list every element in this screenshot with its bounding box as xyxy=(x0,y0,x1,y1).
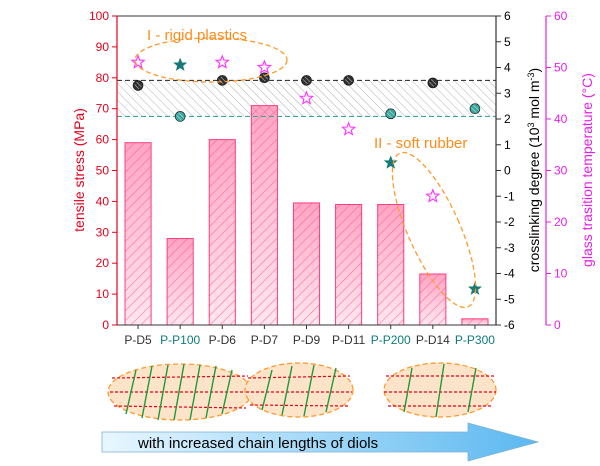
bar-hatch xyxy=(419,273,447,326)
crosslinking-ppg-point-P-P200 xyxy=(385,108,397,120)
left-tick-label: 50 xyxy=(96,164,110,178)
bar-hatch xyxy=(250,105,278,326)
left-tick-label: 70 xyxy=(96,102,110,116)
right1-tick-label: 0 xyxy=(504,164,511,178)
right1-tick-label: -5 xyxy=(504,292,515,306)
x-tick-label-P-P100: P-P100 xyxy=(160,333,200,347)
network-schematic-2 xyxy=(244,362,354,418)
right1-axis-title: crosslinking degree (103 mol m-3) xyxy=(526,68,542,272)
tg-point-P-D11 xyxy=(340,121,357,136)
bar-P-D7 xyxy=(250,105,278,326)
bar-hatch xyxy=(166,237,194,326)
bar-hatch xyxy=(335,203,363,326)
crosslinking-point-P-D11 xyxy=(343,75,354,86)
left-axis-title: tensile stress (MPa) xyxy=(71,108,87,232)
x-tick-label-P-D14: P-D14 xyxy=(416,333,450,347)
x-tick-label-P-D6: P-D6 xyxy=(209,333,237,347)
right2-tick-label: 50 xyxy=(554,61,568,75)
tg-point-P-D6 xyxy=(214,54,230,69)
right1-tick-label: 4 xyxy=(504,61,511,75)
right1-tick-label: 2 xyxy=(504,112,511,126)
tg-point-P-D9 xyxy=(298,90,315,105)
right2-axis-title: glass trasition temperature (°C) xyxy=(579,73,595,267)
x-tick-label-P-D5: P-D5 xyxy=(124,333,152,347)
right1-tick-label: -3 xyxy=(504,241,515,255)
right2-tick-label: 20 xyxy=(554,215,568,229)
tg-point-P-D14 xyxy=(425,188,441,203)
bar-hatch xyxy=(461,318,489,326)
right1-tick-label: 3 xyxy=(504,86,511,100)
right1-tick-label: -6 xyxy=(504,318,515,332)
right1-tick-label: -2 xyxy=(504,215,515,229)
bar-hatch xyxy=(124,142,152,326)
left-tick-label: 100 xyxy=(89,9,109,23)
right2-tick-label: 0 xyxy=(554,318,561,332)
bar-P-D9 xyxy=(292,202,321,326)
right1-tick-label: 1 xyxy=(504,138,511,152)
bar-P-D6 xyxy=(208,139,236,326)
right1-tick-label: -1 xyxy=(504,189,515,203)
tg-point-P-D7 xyxy=(256,59,273,74)
x-tick-label-P-D11: P-D11 xyxy=(332,333,365,347)
x-tick-label-P-P200: P-P200 xyxy=(371,333,411,347)
rigid-region-ellipse xyxy=(134,37,288,83)
bar-P-P200 xyxy=(377,203,405,326)
network-schematic-1 xyxy=(107,363,253,421)
crosslinking-point-P-D14 xyxy=(427,77,439,89)
bar-P-D14 xyxy=(419,273,447,326)
crosslinking-point-P-D6 xyxy=(216,75,228,86)
bar-P-D5 xyxy=(124,142,152,326)
x-tick-label-P-D7: P-D7 xyxy=(251,333,279,347)
left-tick-label: 30 xyxy=(96,225,110,239)
left-tick-label: 40 xyxy=(96,194,110,208)
left-tick-label: 90 xyxy=(96,40,110,54)
bar-hatch xyxy=(208,139,236,326)
soft-region-label: II - soft rubber xyxy=(374,135,467,152)
tg-ppg-point-P-P100 xyxy=(173,57,188,71)
left-tick-label: 0 xyxy=(102,318,109,332)
left-tick-label: 80 xyxy=(96,71,110,85)
trend-arrow xyxy=(101,422,540,462)
right1-tick-label: -4 xyxy=(504,267,515,281)
crosslinking-point-P-D9 xyxy=(301,75,312,86)
network-schematic-3 xyxy=(383,362,497,418)
crosslinking-ppg-point-P-P300 xyxy=(469,103,481,114)
tg-point-P-D5 xyxy=(130,54,146,69)
right2-tick-label: 40 xyxy=(554,112,568,126)
bar-P-D11 xyxy=(335,203,363,326)
trend-arrow-label: with increased chain lengths of diols xyxy=(137,435,378,452)
x-tick-label-P-P300: P-P300 xyxy=(455,333,495,347)
bar-P-P100 xyxy=(166,237,194,326)
right2-tick-label: 10 xyxy=(554,267,568,281)
tg-ppg-point-P-P200 xyxy=(383,155,398,169)
left-tick-label: 10 xyxy=(96,287,110,301)
rigid-region-label: I - rigid plastics xyxy=(147,27,247,44)
right1-tick-label: 5 xyxy=(504,35,511,49)
right2-tick-label: 60 xyxy=(554,9,568,23)
bar-P-P300 xyxy=(461,318,489,326)
x-tick-label-P-D9: P-D9 xyxy=(293,333,321,347)
crosslinking-ppg-point-P-P100 xyxy=(174,111,186,122)
left-tick-label: 60 xyxy=(96,133,110,147)
soft-region-ellipse xyxy=(391,151,477,309)
bar-hatch xyxy=(292,202,321,326)
right1-tick-label: 6 xyxy=(504,9,511,23)
bar-hatch xyxy=(377,203,405,326)
left-tick-label: 20 xyxy=(96,256,110,270)
crosslinking-point-P-D5 xyxy=(132,80,144,91)
right2-tick-label: 30 xyxy=(554,164,568,178)
